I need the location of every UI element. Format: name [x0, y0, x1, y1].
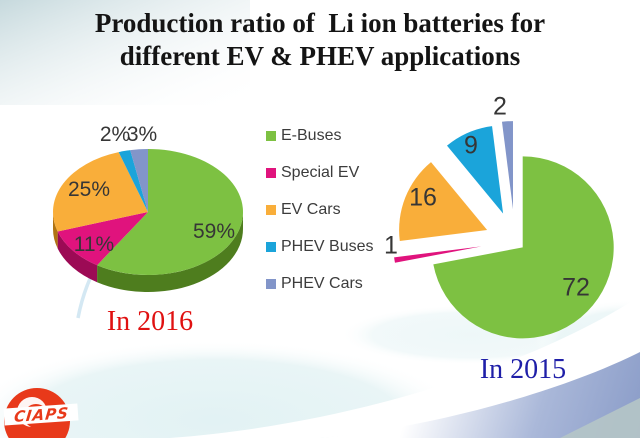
ciaps-logo: CIAPS — [2, 388, 80, 438]
pie-value-label: 9 — [464, 131, 478, 160]
legend-label: EV Cars — [281, 201, 341, 218]
caption-in-2016: In 2016 — [106, 306, 194, 337]
e-buses-swatch-icon — [266, 131, 276, 141]
pie-slice — [53, 152, 148, 232]
pie-slice — [433, 156, 614, 339]
white-band — [170, 296, 640, 438]
pie-slice — [394, 246, 482, 263]
pie-slice — [130, 149, 148, 212]
pie-value-label: 59% — [192, 220, 236, 243]
teal-corner — [560, 398, 640, 438]
legend-label: Special EV — [281, 164, 360, 181]
special-ev-swatch-icon — [266, 168, 276, 178]
pie-slice — [501, 121, 513, 210]
pie-value-label: 1 — [384, 231, 398, 260]
pie-value-label: 25% — [67, 178, 111, 201]
ciaps-logo-text: CIAPS — [12, 403, 70, 426]
pie-slice — [446, 126, 504, 214]
slide-title: Production ratio of Li ion batteries for… — [0, 7, 640, 73]
legend-item-ev-cars: EV Cars — [266, 201, 373, 219]
pie-slice — [97, 212, 243, 292]
pie-slice — [118, 150, 148, 212]
legend-item-phev-cars: PHEV Cars — [266, 275, 373, 293]
pie-slice — [53, 212, 58, 249]
top-left-gradient — [0, 0, 250, 105]
pie-value-label: 2% — [99, 123, 131, 146]
slide-title-line1: Production ratio of Li ion batteries for — [94, 8, 546, 38]
pie-value-label: 3% — [126, 123, 158, 146]
legend: E-Buses Special EV EV Cars PHEV Buses PH… — [266, 127, 373, 293]
pie-slice — [399, 162, 488, 241]
pie-value-label: 16 — [409, 183, 437, 212]
phev-buses-swatch-icon — [266, 242, 276, 252]
slide-title-line2: different EV & PHEV applications — [119, 40, 521, 71]
pie-slice — [97, 149, 244, 275]
pie-value-label: 72 — [562, 273, 590, 302]
ev-cars-swatch-icon — [266, 205, 276, 215]
legend-item-e-buses: E-Buses — [266, 127, 373, 145]
pie-value-label: 2 — [493, 92, 507, 121]
pie-value-label: 11% — [73, 233, 115, 256]
legend-item-special-ev: Special EV — [266, 164, 373, 182]
lavender-band — [320, 352, 640, 438]
legend-item-phev-buses: PHEV Buses — [266, 238, 373, 256]
caption-in-2015: In 2015 — [479, 354, 567, 385]
pie-slice — [57, 212, 149, 266]
phev-cars-swatch-icon — [266, 279, 276, 289]
legend-label: PHEV Cars — [281, 275, 363, 292]
legend-label: PHEV Buses — [281, 238, 374, 255]
legend-label: E-Buses — [281, 127, 342, 144]
pie-slice — [57, 231, 98, 283]
